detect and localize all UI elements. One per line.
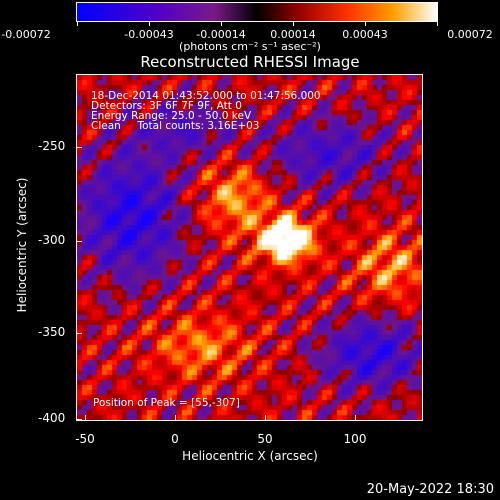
colorbar-tick: 0.00043 xyxy=(342,28,388,41)
timestamp: 20-May-2022 18:30 xyxy=(366,482,494,497)
colorbar-tick: 0.00072 xyxy=(447,28,493,41)
colorbar-tick: 0.00014 xyxy=(270,28,316,41)
colorbar-tick: -0.00072 xyxy=(1,28,51,41)
x-tick-label: 50 xyxy=(257,432,273,446)
reconstructed-image xyxy=(77,75,422,420)
y-tick-label: -250 xyxy=(38,139,66,153)
x-tick-label: 100 xyxy=(343,432,367,446)
energy-range-text: Energy Range: 25.0 - 50.0 keV xyxy=(91,110,252,122)
detectors-text: Detectors: 3F 6F 7F 9F, Att 0 xyxy=(91,100,242,112)
y-axis-label: Heliocentric Y (arcsec) xyxy=(15,177,29,313)
y-tick-label: -350 xyxy=(38,325,66,339)
y-tick-label: -400 xyxy=(38,411,66,425)
x-axis-label: Heliocentric X (arcsec) xyxy=(182,449,318,463)
colorbar-tick: -0.00014 xyxy=(196,28,246,41)
y-tick-label: -300 xyxy=(38,233,66,247)
image-title: Reconstructed RHESSI Image xyxy=(140,53,360,71)
time-range-text: 18-Dec-2014 01:43:52.000 to 01:47:56.000 xyxy=(91,90,321,102)
x-tick-label: -50 xyxy=(75,432,95,446)
peak-position-text: Position of Peak = [55,-307] xyxy=(93,397,240,409)
colorbar-units: (photons cm⁻² s⁻¹ asec⁻²) xyxy=(179,40,321,53)
rhessi-image-plot: 18-Dec-2014 01:43:52.000 to 01:47:56.000… xyxy=(76,74,423,421)
clean-counts-text: Clean Total counts: 3.16E+03 xyxy=(91,120,260,132)
colorbar-tick: -0.00043 xyxy=(124,28,174,41)
x-tick-label: 0 xyxy=(171,432,179,446)
colorbar xyxy=(76,2,438,22)
